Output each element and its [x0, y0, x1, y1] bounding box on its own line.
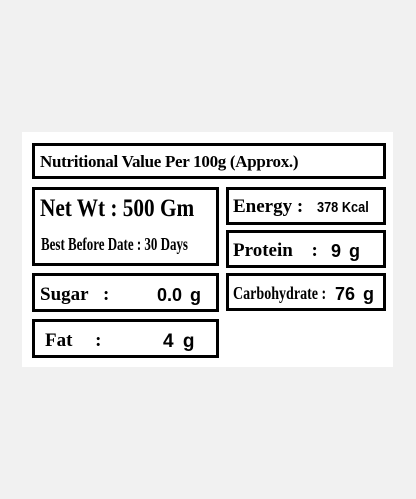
best-before: Best Before Date : 30 Days	[41, 234, 188, 254]
nutrient-value: 76 g	[335, 284, 375, 304]
sugar-box: Sugar : 0.0 g	[32, 273, 219, 312]
net-weight: Net Wt : 500 Gm	[40, 195, 195, 222]
nutrient-value: 9 g	[331, 241, 361, 261]
energy-box: Energy : 378 Kcal	[226, 187, 386, 225]
nutrient-label: Fat :	[45, 330, 102, 351]
fat-box: Fat : 4 g	[32, 319, 219, 358]
weight-box: Net Wt : 500 Gm Best Before Date : 30 Da…	[32, 187, 219, 266]
protein-box: Protein : 9 g	[226, 230, 386, 268]
nutrient-label: Carbohydrate :	[233, 283, 327, 303]
nutrient-value: 4 g	[163, 331, 195, 352]
carbohydrate-box: Carbohydrate : 76 g	[226, 273, 386, 311]
nutrient-value: 0.0 g	[157, 285, 202, 305]
title: Nutritional Value Per 100g (Approx.)	[40, 152, 299, 171]
nutrient-label: Energy :	[233, 196, 304, 217]
nutrient-value: 378 Kcal	[317, 199, 369, 216]
title-box: Nutritional Value Per 100g (Approx.)	[32, 143, 386, 179]
nutrient-label: Sugar :	[40, 284, 110, 305]
nutrient-label: Protein :	[233, 240, 318, 261]
